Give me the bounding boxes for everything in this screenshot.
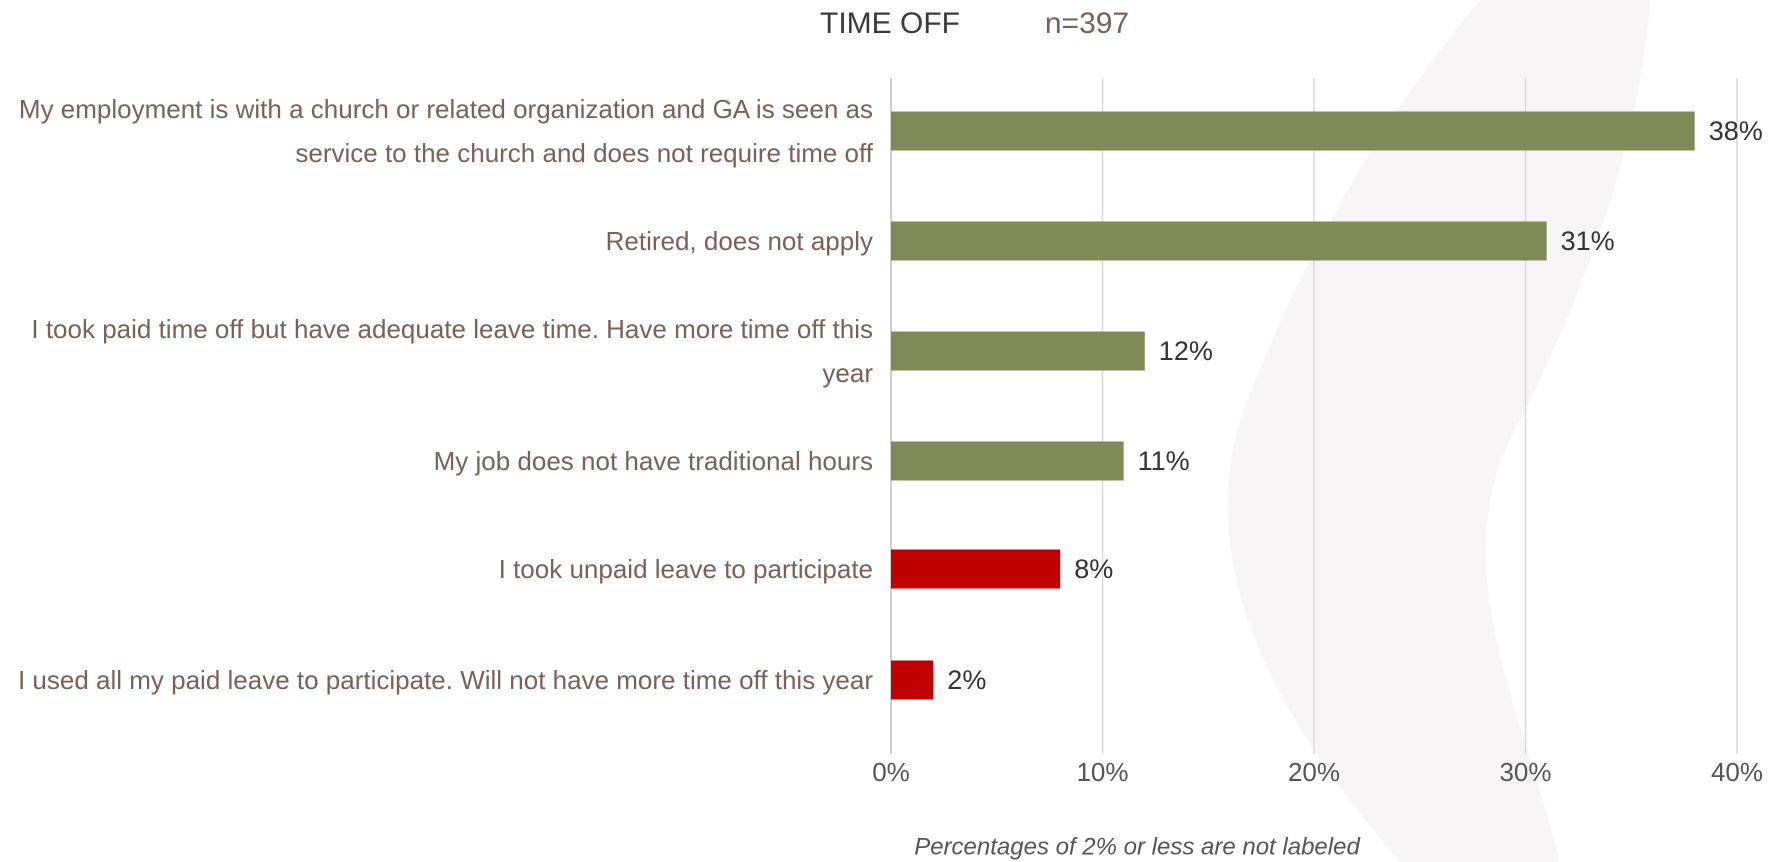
bar — [891, 222, 1547, 261]
data-label: 8% — [1074, 554, 1113, 584]
chart-note: Percentages of 2% or less are not labele… — [914, 833, 1360, 860]
bar — [891, 332, 1145, 371]
x-tick-label: 20% — [1288, 757, 1340, 787]
data-label: 38% — [1709, 116, 1763, 146]
data-label: 11% — [1138, 446, 1190, 476]
y-tick-label: My employment is with a church or relate… — [13, 87, 873, 175]
x-tick-label: 10% — [1076, 757, 1128, 787]
page: TIME OFF n=397 Percentages of 2% or less… — [0, 0, 1788, 862]
y-tick-label: Retired, does not apply — [13, 219, 873, 263]
x-tick-label: 40% — [1711, 757, 1763, 787]
data-label: 31% — [1561, 226, 1615, 256]
data-label: 2% — [947, 665, 986, 695]
bar — [891, 442, 1124, 481]
y-tick-label: I used all my paid leave to participate.… — [13, 658, 873, 702]
y-tick-label: My job does not have traditional hours — [13, 439, 873, 483]
chart-title: TIME OFF — [820, 7, 960, 40]
data-label: 12% — [1159, 336, 1213, 366]
bar — [891, 112, 1695, 151]
chart-subtitle: n=397 — [1045, 7, 1129, 40]
y-tick-label: I took unpaid leave to participate — [13, 547, 873, 591]
x-tick-label: 0% — [872, 757, 910, 787]
bar — [891, 550, 1060, 589]
y-tick-label: I took paid time off but have adequate l… — [13, 307, 873, 395]
bar — [891, 661, 933, 700]
x-tick-label: 30% — [1499, 757, 1551, 787]
